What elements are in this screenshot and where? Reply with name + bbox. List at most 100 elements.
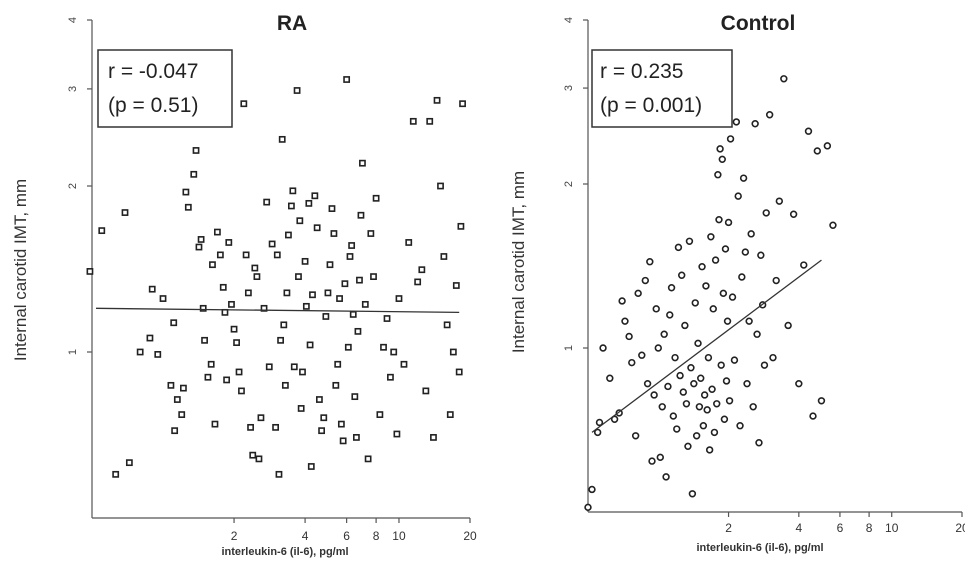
data-point (734, 192, 742, 200)
data-point (697, 374, 705, 382)
data-point (671, 353, 679, 362)
data-point (125, 459, 133, 467)
correlation-p: (p = 0.51) (108, 94, 198, 117)
data-point (197, 236, 205, 243)
data-point (452, 282, 460, 289)
data-point (299, 368, 306, 376)
data-point (328, 205, 336, 212)
data-point (658, 403, 666, 411)
data-point (195, 243, 203, 251)
data-point (370, 273, 377, 281)
data-point (361, 300, 369, 308)
data-point (721, 245, 730, 253)
data-point (800, 261, 808, 269)
x-tick-label: 6 (343, 529, 350, 543)
y-tick-label: 4 (563, 17, 575, 23)
data-point (387, 373, 394, 381)
data-point (405, 239, 413, 246)
data-point (691, 299, 699, 307)
data-point (219, 283, 227, 291)
data-point (334, 360, 342, 368)
y-tick-label: 3 (67, 86, 79, 92)
data-point (654, 344, 662, 352)
data-point (326, 261, 334, 269)
x-tick-label: 2 (725, 521, 732, 535)
data-point (700, 391, 709, 399)
data-point (302, 302, 310, 310)
data-point (736, 422, 744, 430)
data-point (762, 209, 770, 217)
data-point (765, 111, 774, 119)
data-point (199, 304, 207, 312)
data-point (154, 351, 162, 358)
data-point (346, 253, 354, 260)
data-point (287, 202, 295, 210)
data-point (281, 381, 289, 389)
y-tick-label: 1 (67, 349, 79, 355)
data-point (760, 361, 769, 369)
data-point (336, 295, 343, 302)
data-point (214, 228, 221, 236)
data-point (674, 243, 683, 252)
data-point (265, 363, 273, 371)
y-axis-label: Internal carotid IMT, mm (509, 171, 528, 353)
data-point (730, 356, 739, 364)
data-point (741, 248, 750, 256)
data-point (593, 428, 602, 437)
data-point (817, 397, 826, 405)
data-point (789, 210, 798, 218)
data-point (804, 127, 813, 135)
data-point (351, 393, 359, 401)
x-tick-label: 4 (795, 521, 802, 535)
data-point (306, 341, 314, 349)
data-point (309, 291, 316, 299)
data-point (610, 415, 619, 423)
data-point (705, 446, 714, 454)
data-point (216, 251, 224, 259)
data-point (316, 396, 323, 403)
data-point (710, 428, 719, 437)
data-point (749, 403, 757, 411)
data-point (656, 453, 664, 462)
x-tick-label: 8 (866, 521, 873, 535)
data-point (167, 381, 175, 389)
data-point (249, 451, 257, 459)
data-point (173, 396, 181, 403)
data-point (584, 503, 592, 512)
data-point (201, 336, 208, 344)
data-point (343, 76, 351, 83)
data-point (606, 374, 614, 382)
data-point (713, 400, 721, 408)
data-point (332, 381, 340, 389)
data-point (682, 400, 691, 408)
data-point (330, 230, 338, 237)
data-point (704, 353, 713, 362)
data-point (400, 360, 408, 368)
data-point (223, 376, 231, 384)
control-panel: Control Internal carotid IMT, mm interleuk… (509, 12, 965, 554)
data-point (290, 363, 298, 371)
data-point (409, 117, 417, 125)
data-point (813, 147, 822, 155)
data-point (322, 313, 330, 320)
data-point (257, 414, 265, 422)
data-point (715, 215, 723, 224)
data-point (367, 230, 375, 237)
data-point (638, 351, 646, 359)
x-tick-label: 4 (302, 529, 309, 543)
data-point (182, 188, 190, 196)
correlation-p: (p = 0.001) (600, 94, 702, 117)
data-point (337, 420, 345, 428)
data-point (440, 253, 448, 260)
data-point (253, 273, 261, 281)
data-point (263, 198, 271, 206)
data-point (714, 171, 722, 179)
data-point (621, 317, 629, 325)
data-point (251, 264, 259, 272)
data-point (772, 276, 780, 285)
data-point (278, 135, 286, 143)
data-point (228, 300, 235, 308)
data-point (455, 368, 463, 376)
data-point (695, 403, 704, 411)
data-point (681, 321, 689, 330)
